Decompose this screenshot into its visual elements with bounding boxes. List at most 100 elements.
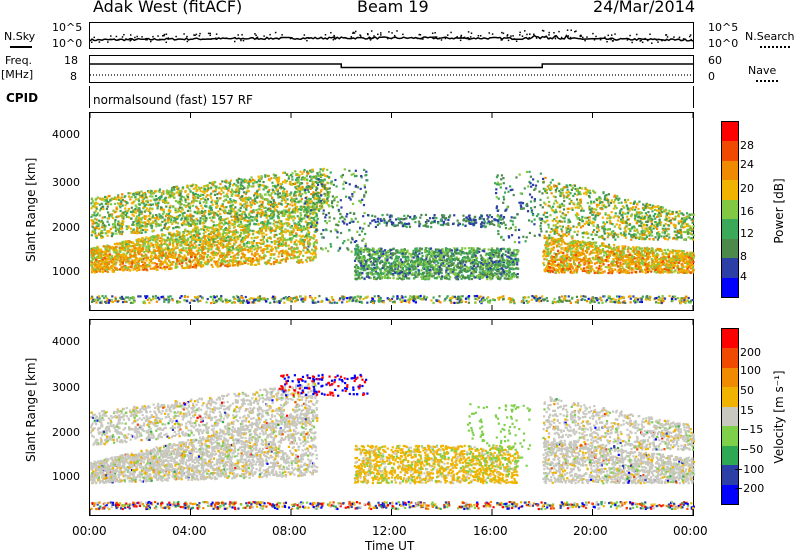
noise-search-point	[561, 37, 563, 39]
power-cell	[151, 262, 153, 264]
power-cell	[226, 233, 228, 235]
noise-search-point	[152, 36, 154, 38]
power-cell	[291, 233, 293, 235]
power-cell	[216, 200, 218, 202]
power-cell	[225, 254, 227, 256]
power-cell	[147, 264, 149, 266]
power-cell	[468, 247, 470, 249]
power-cell	[187, 193, 189, 195]
noise-search-point	[99, 41, 101, 43]
power-cell	[183, 212, 185, 214]
power-cell	[201, 207, 203, 209]
noise-search-point	[555, 38, 557, 40]
power-cell	[172, 261, 174, 263]
power-cell	[274, 241, 276, 243]
power-cell	[306, 201, 308, 203]
noise-search-point	[162, 35, 164, 37]
noise-search-point	[604, 36, 606, 38]
power-cell	[124, 207, 126, 209]
power-cell	[114, 267, 116, 269]
power-cell	[264, 254, 266, 256]
power-cell	[243, 219, 245, 221]
power-cell	[277, 238, 279, 240]
noise-search-point	[460, 40, 462, 42]
power-cell	[234, 206, 236, 208]
power-cell	[193, 234, 195, 236]
power-cell	[158, 235, 160, 237]
power-cell	[244, 224, 246, 226]
noise-search-point	[325, 34, 327, 36]
power-cell	[192, 246, 194, 248]
power-cell	[305, 209, 307, 211]
noise-search-point	[211, 38, 213, 40]
power-cell	[134, 196, 136, 198]
power-cell	[304, 177, 306, 179]
power-cell	[298, 262, 300, 264]
power-cell	[181, 265, 183, 267]
power-cell	[309, 170, 311, 172]
power-cell	[155, 268, 157, 270]
noise-search-point	[186, 36, 188, 38]
noise-search-point	[210, 33, 212, 35]
power-cell	[234, 239, 236, 241]
power-cell	[123, 215, 125, 217]
power-cell	[298, 224, 300, 226]
power-cell	[125, 204, 127, 206]
noise-search-point	[281, 34, 283, 36]
power-cell	[314, 254, 316, 256]
noise-search-point	[306, 40, 308, 42]
power-cell	[282, 241, 284, 243]
power-cell	[200, 205, 202, 207]
power-cell	[320, 233, 322, 235]
power-cell	[138, 238, 140, 240]
power-cell	[327, 250, 329, 252]
power-cell	[283, 188, 285, 190]
power-cell	[303, 206, 305, 208]
noise-search-point	[558, 31, 560, 32]
power-cell	[199, 200, 201, 202]
power-cell	[196, 250, 198, 252]
power-cell	[265, 224, 267, 226]
power-cell	[196, 231, 198, 233]
power-cell	[171, 189, 173, 191]
power-cell	[295, 194, 297, 196]
power-cell	[152, 203, 154, 205]
power-cell	[294, 170, 296, 172]
power-cell	[309, 238, 311, 240]
power-cell	[110, 203, 112, 205]
power-cell	[147, 204, 149, 206]
power-cell	[231, 219, 233, 221]
power-cell	[162, 200, 164, 202]
power-cell	[321, 185, 323, 187]
power-cell	[133, 228, 135, 230]
noise-search-point	[159, 39, 161, 41]
power-cell	[145, 231, 147, 233]
power-cell	[348, 196, 350, 198]
power-cell	[148, 215, 150, 217]
power-cell	[201, 210, 203, 212]
power-cell	[96, 214, 98, 216]
power-cell	[330, 230, 332, 232]
power-cell	[316, 222, 318, 224]
power-cell	[108, 214, 110, 216]
power-cell	[128, 225, 130, 227]
power-cell	[107, 203, 109, 205]
power-cell	[256, 214, 258, 216]
power-cell	[463, 258, 465, 260]
power-cell	[227, 217, 229, 219]
power-cell	[273, 261, 275, 263]
power-cell	[274, 225, 276, 227]
noise-search-point	[615, 39, 617, 41]
power-cell	[213, 244, 215, 246]
power-cell	[224, 210, 226, 212]
power-cell	[175, 238, 177, 240]
power-cell	[155, 221, 157, 223]
power-cell	[306, 248, 308, 250]
power-cell	[290, 191, 292, 193]
power-cell	[91, 263, 93, 265]
power-cell	[212, 221, 214, 223]
power-cell	[291, 231, 293, 233]
power-cell	[132, 202, 134, 204]
power-cell	[131, 250, 133, 252]
power-cell	[153, 229, 155, 231]
